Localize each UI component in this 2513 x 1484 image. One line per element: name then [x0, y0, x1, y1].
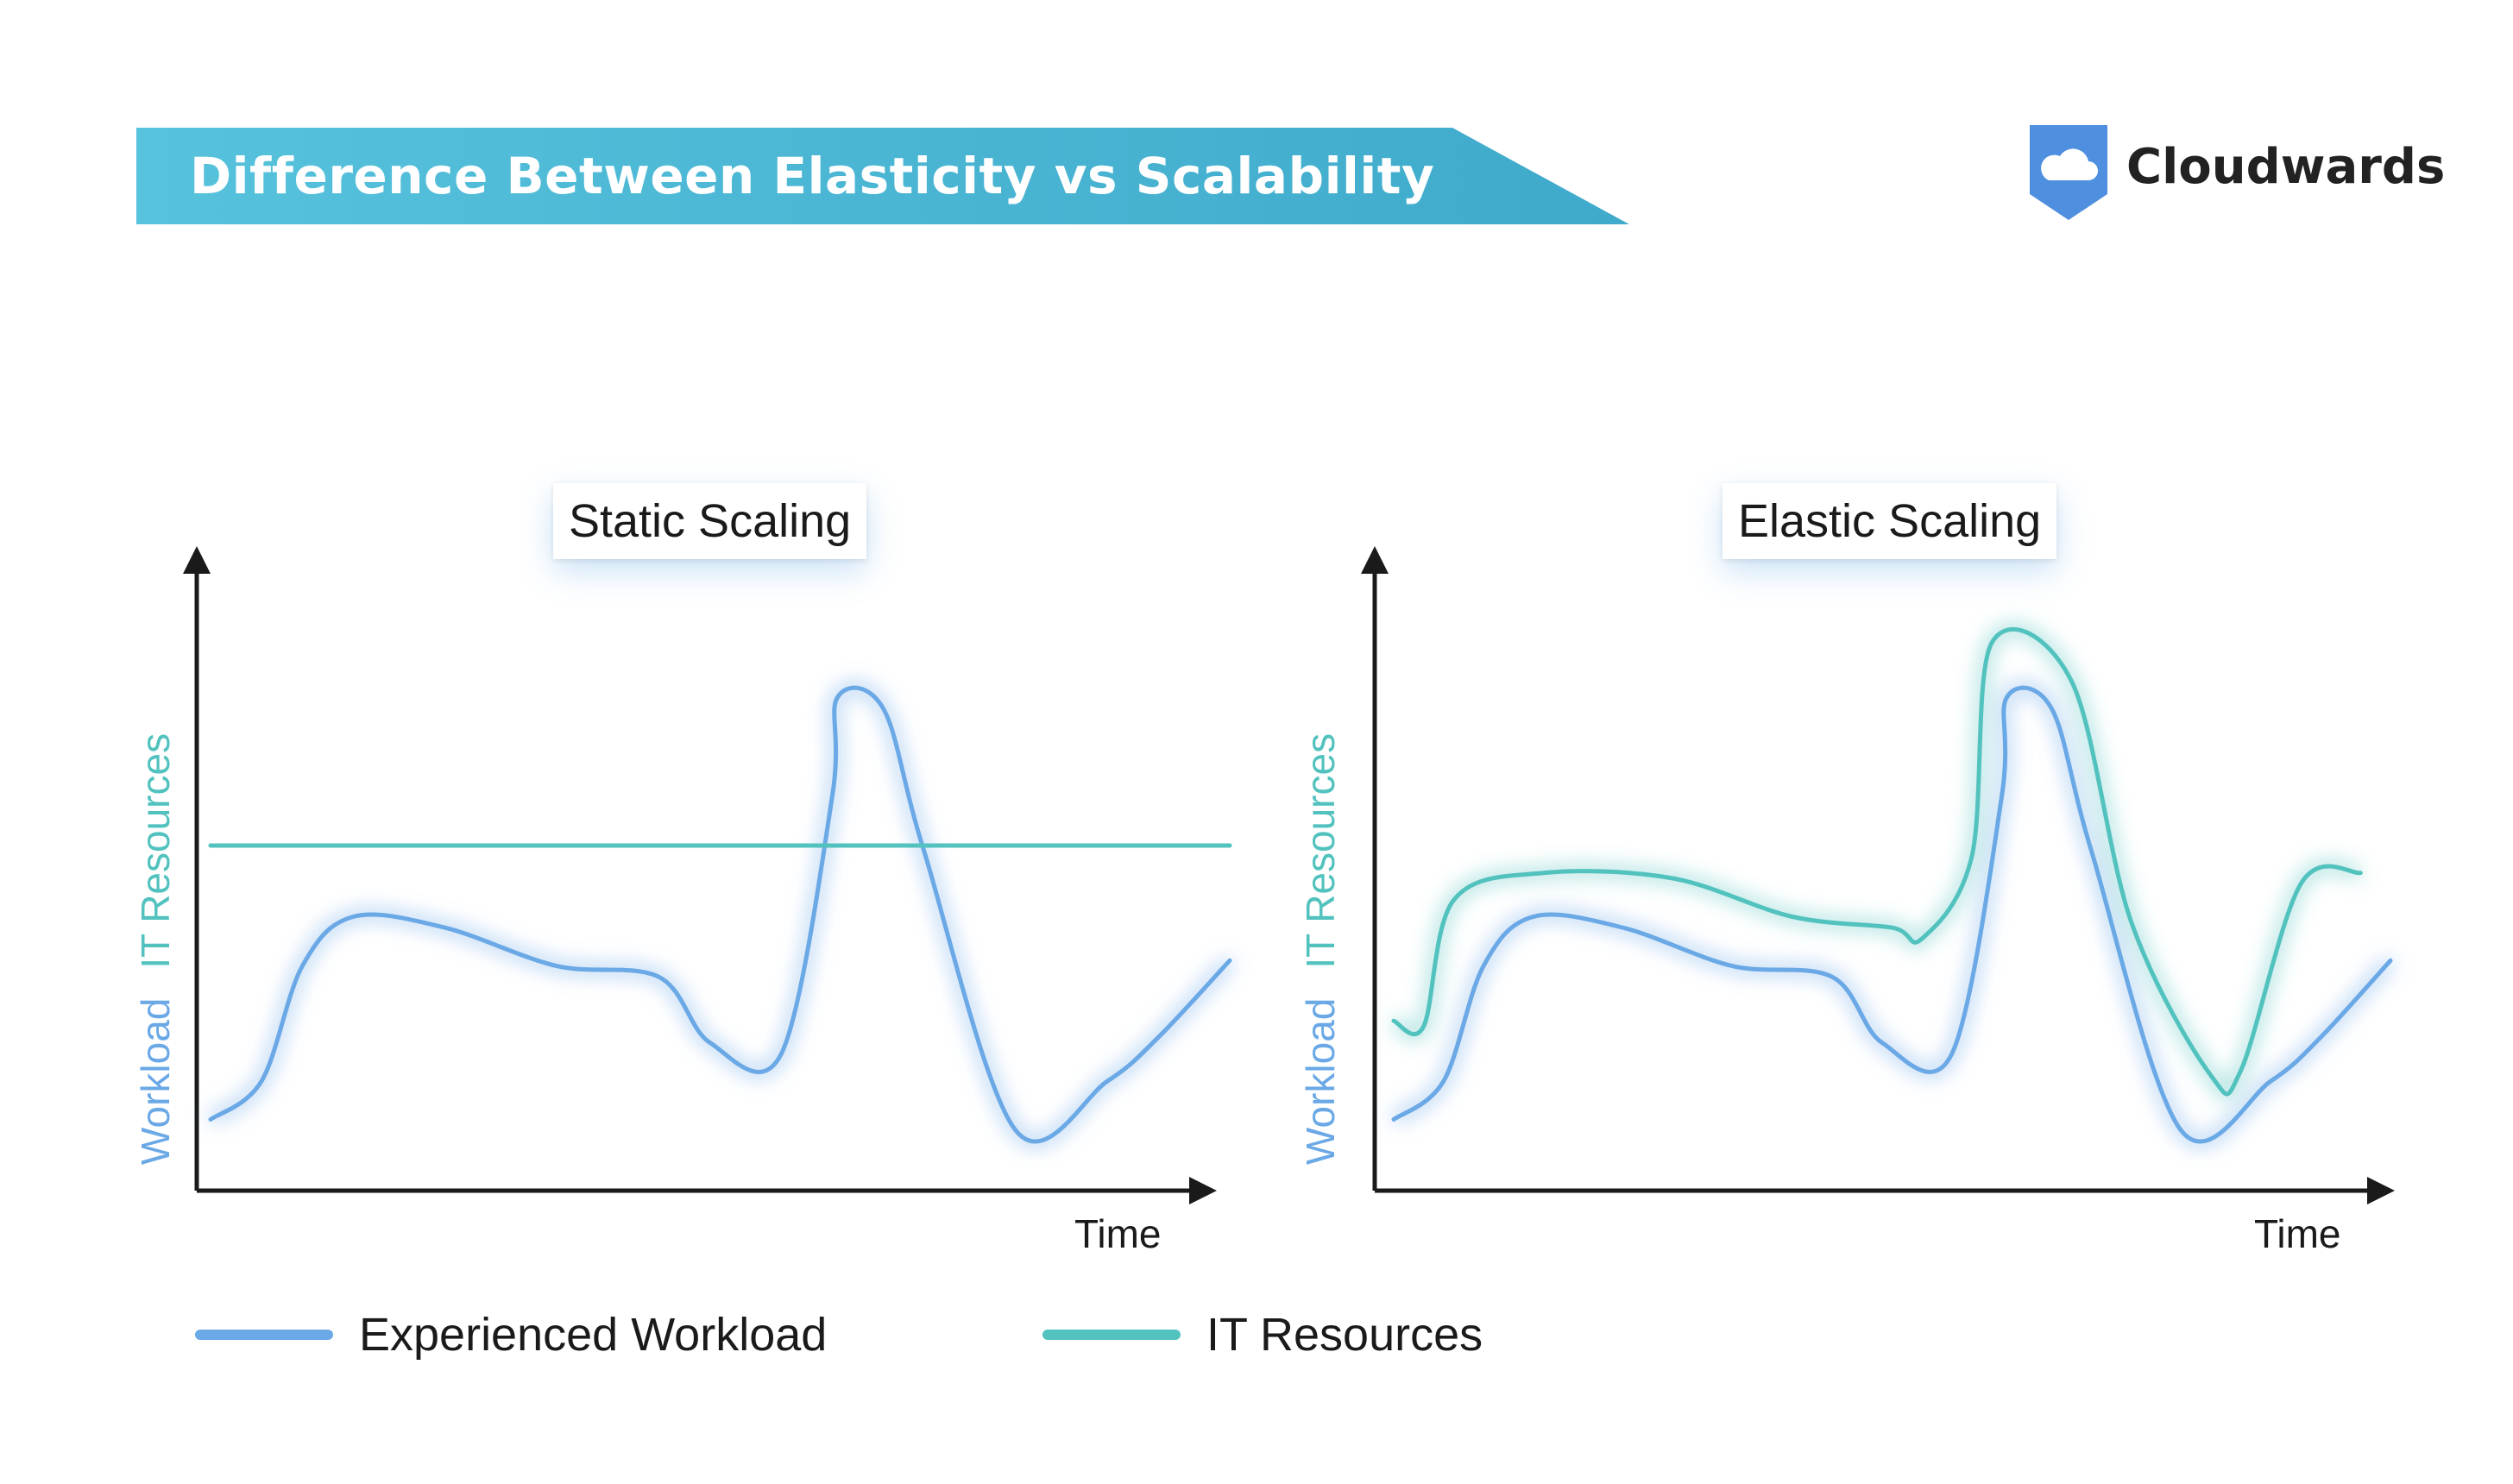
experienced-workload-line	[208, 685, 1232, 1144]
legend-label: Experienced Workload	[359, 1309, 828, 1361]
elastic-scaling-title: Elastic Scaling	[1723, 483, 2057, 559]
static-y-axis-label: Workload IT Resources	[132, 733, 179, 1165]
y-label-workload: Workload	[133, 997, 178, 1166]
experienced-workload-line	[1391, 685, 2393, 1144]
elastic-x-axis-label: Time	[2254, 1211, 2341, 1256]
y-label-it-resources: IT Resources	[1298, 733, 1343, 969]
title-banner: Difference Between Elasticity vs Scalabi…	[136, 128, 1629, 224]
legend-swatch-resources	[1042, 1330, 1181, 1340]
legend-label: IT Resources	[1206, 1309, 1483, 1361]
elastic-y-axis-label: Workload IT Resources	[1297, 733, 1344, 1165]
page-title: Difference Between Elasticity vs Scalabi…	[190, 147, 1435, 205]
brand-name: Cloudwards	[2126, 139, 2446, 195]
elastic-scaling-plot	[1389, 622, 2396, 1148]
it-resources-glow	[1390, 622, 2362, 1101]
static-scaling-plot	[206, 681, 1235, 1148]
it-resources-line	[1391, 626, 2363, 1097]
y-label-it-resources: IT Resources	[133, 733, 178, 969]
y-label-workload: Workload	[1298, 997, 1343, 1166]
static-scaling-title: Static Scaling	[553, 483, 867, 559]
elastic-axes	[1361, 546, 2395, 1204]
legend-swatch-workload	[195, 1330, 333, 1340]
static-x-axis-label: Time	[1074, 1211, 1162, 1256]
cloud-shield-icon	[2030, 125, 2107, 220]
static-axes	[183, 546, 1217, 1204]
